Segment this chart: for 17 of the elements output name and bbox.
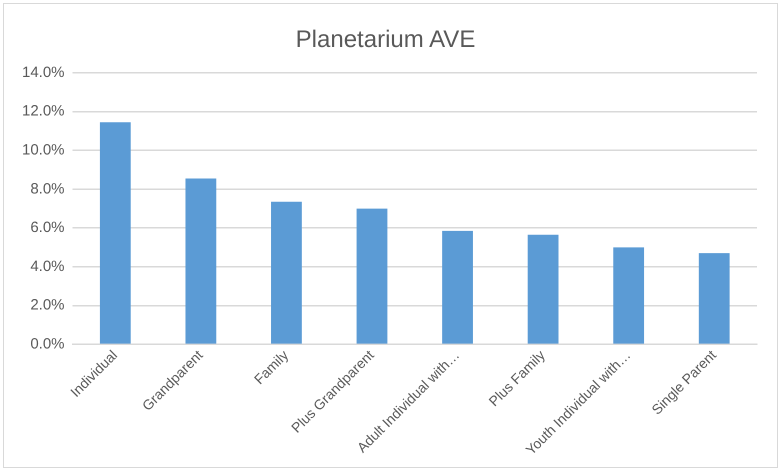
bar (442, 230, 473, 344)
bar (271, 202, 302, 344)
y-tick-label: 6.0% (30, 219, 65, 236)
y-tick-label: 10.0% (22, 142, 65, 159)
bar (100, 122, 131, 344)
y-tick-label: 4.0% (30, 258, 65, 275)
bar (185, 178, 216, 344)
y-tick-label: 0.0% (30, 335, 65, 352)
bar (613, 247, 644, 344)
bar (528, 234, 559, 344)
y-tick-label: 8.0% (30, 180, 65, 198)
y-tick-label: 14.0% (22, 64, 65, 81)
y-tick-label: 2.0% (30, 296, 65, 314)
chart-title: Planetarium AVE (296, 26, 476, 54)
y-tick-label: 12.0% (22, 102, 65, 120)
bar (356, 208, 388, 344)
bar (698, 253, 730, 344)
